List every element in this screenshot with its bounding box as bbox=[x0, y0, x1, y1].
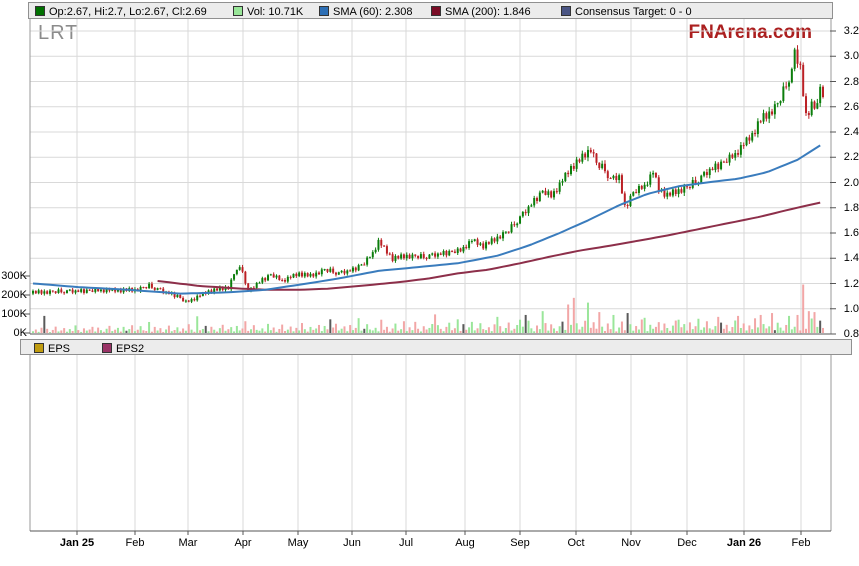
sma60-swatch-icon bbox=[319, 6, 329, 16]
price-axis-label: 1.6 bbox=[843, 227, 859, 239]
legend-item-eps: EPS bbox=[34, 342, 71, 355]
time-axis-label: Apr bbox=[234, 537, 252, 549]
time-axis-label: Jun bbox=[343, 537, 361, 549]
time-axis-label: Aug bbox=[455, 537, 475, 549]
legend-item-volume: Vol: 10.71K bbox=[233, 5, 304, 18]
brand-logo[interactable]: FNArena.com bbox=[688, 22, 812, 43]
time-axis-label: Nov bbox=[621, 537, 641, 549]
legend-item-sma60: SMA (60): 2.308 bbox=[319, 5, 413, 18]
volume-axis-label: 200K bbox=[1, 289, 27, 301]
legend-item-consensus-target: Consensus Target: 0 - 0 bbox=[561, 5, 692, 18]
eps-legend-bar: EPS EPS2 bbox=[20, 339, 852, 355]
volume-swatch-icon bbox=[233, 6, 243, 16]
price-axis-label: 2.2 bbox=[843, 151, 859, 164]
consensus-target-swatch-icon bbox=[561, 6, 571, 16]
time-axis-label: Feb bbox=[791, 537, 811, 549]
price-axis-label: 3.2 bbox=[843, 25, 859, 37]
price-axis-label: 2.0 bbox=[843, 176, 859, 189]
price-axis-label: 2.6 bbox=[843, 100, 859, 113]
legend-item-sma200: SMA (200): 1.846 bbox=[431, 5, 531, 18]
symbol-title: LRT bbox=[38, 22, 79, 44]
ohlc-swatch-icon bbox=[35, 6, 45, 16]
time-axis-label: Jan 26 bbox=[726, 537, 762, 549]
legend-label-sma200: SMA (200): 1.846 bbox=[445, 6, 531, 18]
eps-swatch-icon bbox=[34, 343, 44, 353]
price-axis-label: 1.8 bbox=[843, 201, 859, 214]
legend-item-eps2: EPS2 bbox=[102, 342, 145, 355]
price-axis-label: 0.8 bbox=[843, 328, 859, 340]
time-axis-label: Sep bbox=[510, 537, 530, 549]
time-axis-label: Jul bbox=[398, 537, 414, 549]
legend-label-consensus-target: Consensus Target: 0 - 0 bbox=[575, 6, 692, 18]
time-axis-label: Feb bbox=[125, 537, 145, 549]
price-axis-label: 3.0 bbox=[843, 50, 859, 63]
legend-label-volume: Vol: 10.71K bbox=[247, 6, 304, 18]
price-axis-label: 2.8 bbox=[843, 75, 859, 88]
legend-label-eps2: EPS2 bbox=[116, 343, 145, 355]
time-axis-label: Mar bbox=[178, 537, 198, 549]
time-axis-label: Oct bbox=[567, 537, 585, 549]
volume-axis-label: 0K bbox=[13, 327, 27, 339]
legend-item-ohlc: Op:2.67, Hi:2.7, Lo:2.67, Cl:2.69 bbox=[35, 5, 207, 18]
volume-axis-label: 100K bbox=[1, 308, 27, 320]
legend-label-eps: EPS bbox=[48, 343, 71, 355]
time-axis-label: Dec bbox=[677, 537, 697, 549]
price-axis-label: 1.2 bbox=[843, 277, 859, 290]
sma200-swatch-icon bbox=[431, 6, 441, 16]
legend-label-ohlc: Op:2.67, Hi:2.7, Lo:2.67, Cl:2.69 bbox=[49, 6, 207, 18]
eps2-swatch-icon bbox=[102, 343, 112, 353]
legend-label-sma60: SMA (60): 2.308 bbox=[333, 6, 413, 18]
time-axis-label: May bbox=[287, 537, 309, 549]
price-axis-label: 1.0 bbox=[843, 302, 859, 315]
price-axis-label: 2.4 bbox=[843, 126, 859, 138]
volume-axis-label: 300K bbox=[1, 270, 27, 282]
time-axis-label: Jan 25 bbox=[59, 537, 95, 549]
price-axis-label: 1.4 bbox=[843, 252, 859, 265]
indicator-legend-bar: Op:2.67, Hi:2.7, Lo:2.67, Cl:2.69 Vol: 1… bbox=[28, 2, 833, 19]
